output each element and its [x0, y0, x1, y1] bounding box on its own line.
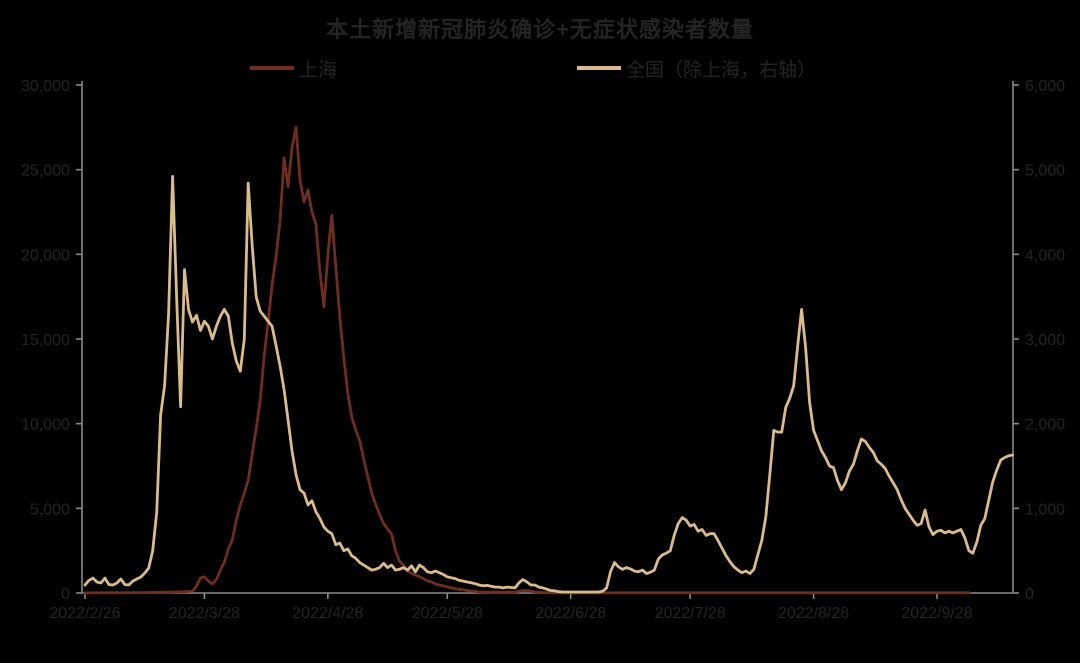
x-axis-tick-label: 2022/5/28	[412, 605, 483, 622]
national-legend-label: 全国（除上海，右轴）	[626, 59, 817, 81]
shanghai-line	[83, 125, 971, 595]
left-axis-tick-label: 15,000	[21, 332, 70, 349]
national-line	[83, 174, 1014, 594]
right-axis-tick-label: 2,000	[1025, 417, 1065, 434]
x-axis-tick-label: 2022/8/28	[778, 605, 849, 622]
left-axis-tick-label: 5,000	[30, 501, 70, 518]
x-axis-tick-label: 2022/7/28	[655, 605, 726, 622]
x-axis-tick-label: 2022/3/28	[169, 605, 240, 622]
left-axis-tick-label: 0	[61, 586, 70, 603]
x-axis-tick-label: 2022/4/28	[292, 605, 363, 622]
national-legend-swatch	[577, 66, 621, 70]
right-axis-tick-label: 4,000	[1025, 247, 1065, 264]
right-axis-tick-label: 5,000	[1025, 163, 1065, 180]
x-axis-tick-label: 2022/2/26	[49, 605, 120, 622]
chart-title: 本土新增新冠肺炎确诊+无症状感染者数量	[326, 17, 754, 42]
legend-item-national[interactable]: 全国（除上海，右轴）	[577, 60, 816, 81]
left-axis-tick-label: 10,000	[21, 417, 70, 434]
left-axis-tick-label: 25,000	[21, 163, 70, 180]
legend-item-shanghai[interactable]: 上海	[250, 60, 337, 81]
shanghai-legend-swatch	[250, 66, 294, 70]
left-axis-tick-label: 30,000	[21, 78, 70, 95]
right-axis-tick-label: 6,000	[1025, 78, 1065, 95]
x-axis-tick-label: 2022/6/28	[535, 605, 606, 622]
left-axis-tick-label: 20,000	[21, 247, 70, 264]
right-axis-tick-label: 0	[1025, 586, 1034, 603]
x-axis-tick-label: 2022/9/28	[901, 605, 972, 622]
right-axis-tick-label: 1,000	[1025, 501, 1065, 518]
shanghai-legend-label: 上海	[299, 59, 338, 81]
right-axis-tick-label: 3,000	[1025, 332, 1065, 349]
